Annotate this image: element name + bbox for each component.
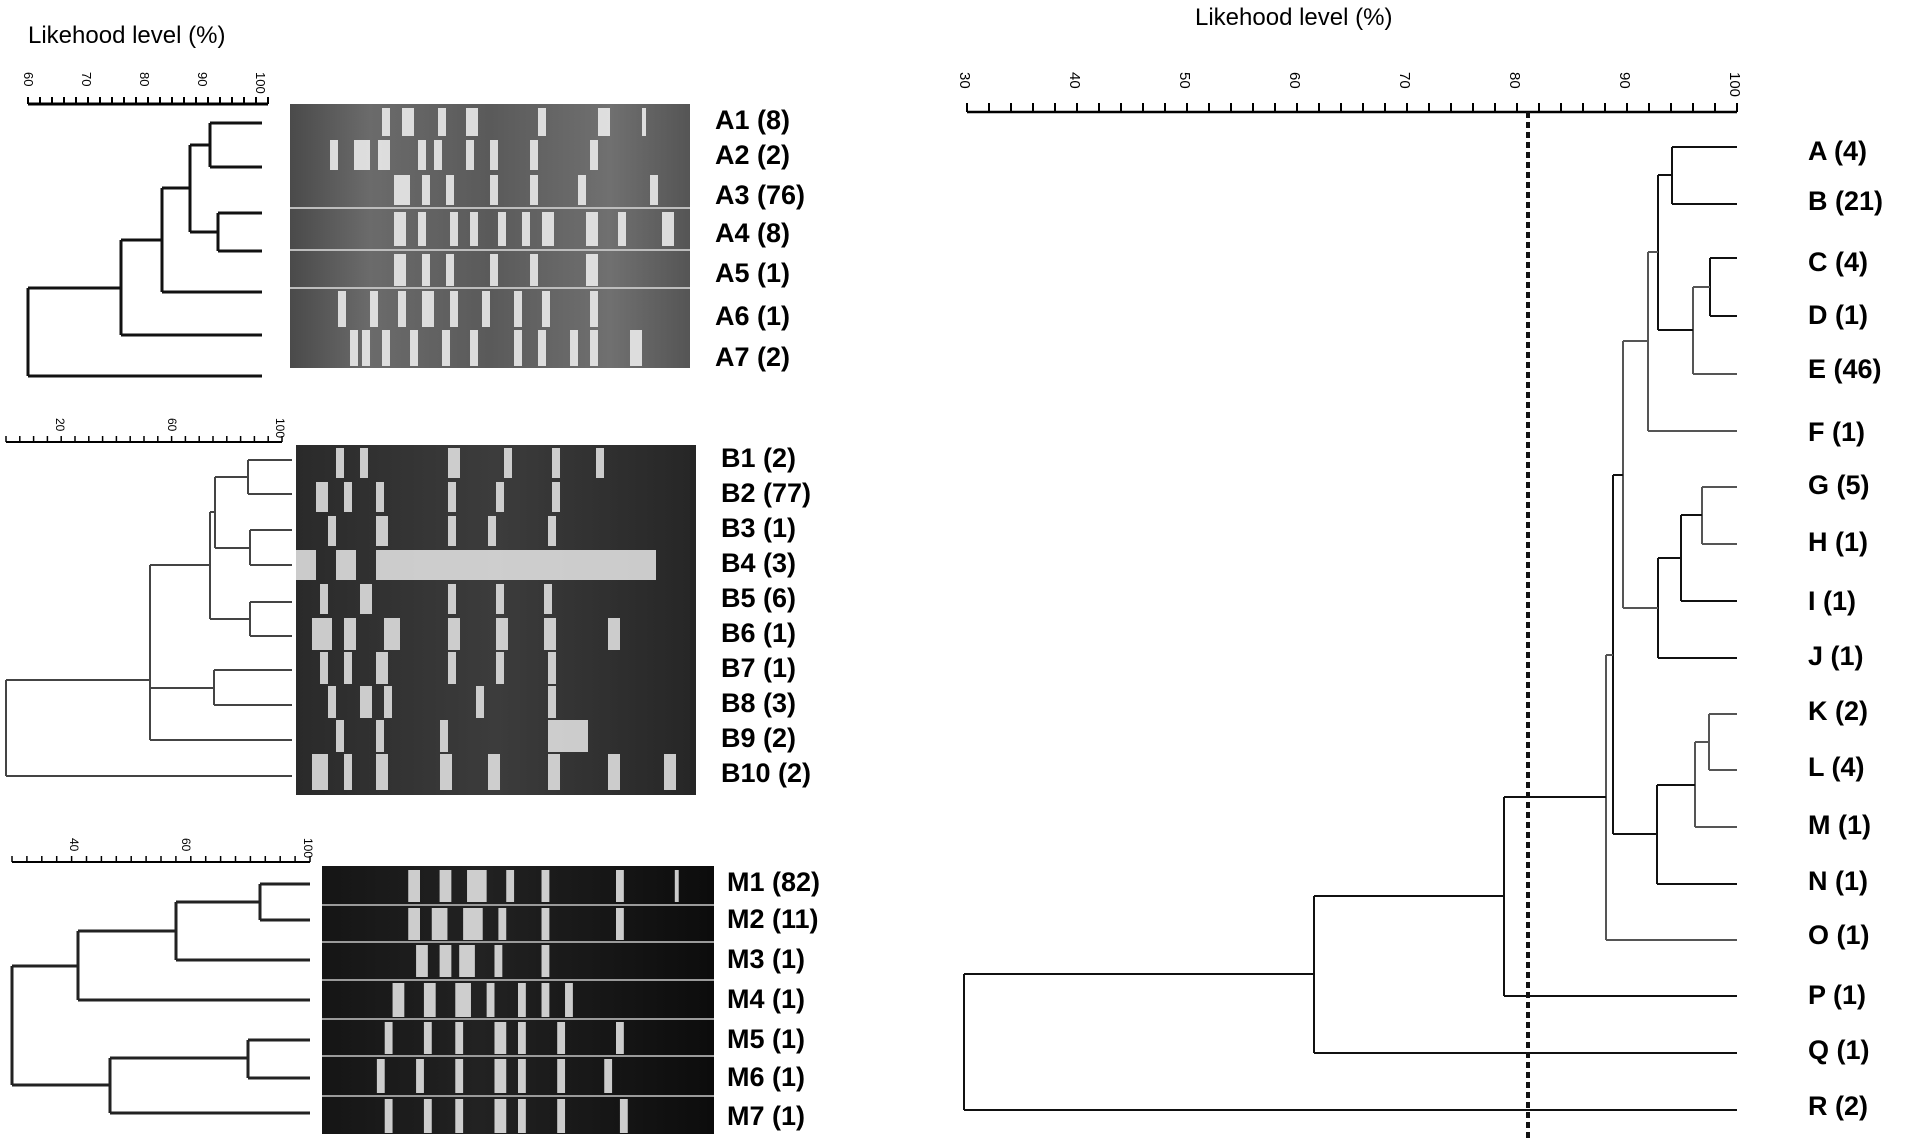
leaf-label: M7 (1) xyxy=(727,1101,806,1131)
leaf-label: P (1) xyxy=(1808,980,1867,1010)
panel-b-dendrogram xyxy=(5,459,292,777)
panel-b-scale: 20 60 100 xyxy=(5,418,287,443)
leaf-label: A4 (8) xyxy=(715,218,791,248)
tick-label: 90 xyxy=(195,72,210,86)
main-dendrogram-panel: 30 40 50 60 70 80 90 100 xyxy=(956,72,1740,1139)
leaf-label: M (1) xyxy=(1808,810,1871,840)
main-scale: 30 40 50 60 70 80 90 100 xyxy=(956,72,1740,114)
leaf-label: A1 (8) xyxy=(715,105,791,135)
panel-a-scale: 60 70 80 90 100 xyxy=(21,72,269,106)
leaf-label: J (1) xyxy=(1808,641,1864,671)
main-title: Likehood level (%) xyxy=(1195,4,1393,31)
leaf-label: B7 (1) xyxy=(721,653,797,683)
leaf-label: C (4) xyxy=(1808,247,1868,277)
tick-label: 60 xyxy=(165,418,179,432)
tick-label: 80 xyxy=(1506,72,1523,89)
leaf-label: G (5) xyxy=(1808,470,1870,500)
leaf-label: H (1) xyxy=(1808,527,1868,557)
panel-m-gel-image xyxy=(322,866,714,1134)
leaf-label: Q (1) xyxy=(1808,1035,1870,1065)
leaf-label: R (2) xyxy=(1808,1091,1868,1121)
leaf-label: M1 (82) xyxy=(727,867,821,897)
leaf-label: F (1) xyxy=(1808,417,1865,447)
tick-label: 70 xyxy=(1396,72,1413,89)
tick-label: 100 xyxy=(1726,72,1740,97)
leaf-label: B (21) xyxy=(1808,186,1884,216)
tick-label: 90 xyxy=(1616,72,1633,89)
leaf-label: B8 (3) xyxy=(721,688,797,718)
tick-label: 40 xyxy=(67,838,81,852)
tick-label: 70 xyxy=(79,72,94,86)
main-dendrogram-branches xyxy=(963,146,1737,1111)
leaf-label: B2 (77) xyxy=(721,478,812,508)
leaf-label: B5 (6) xyxy=(721,583,797,613)
leaf-label: M5 (1) xyxy=(727,1024,806,1054)
tick-label: 60 xyxy=(179,838,193,852)
leaf-label: B3 (1) xyxy=(721,513,797,543)
tick-label: 100 xyxy=(253,72,268,94)
leaf-label: B10 (2) xyxy=(721,758,812,788)
tick-label: 60 xyxy=(1286,72,1303,89)
leaf-label: M2 (11) xyxy=(727,904,819,934)
leaf-label: A3 (76) xyxy=(715,180,806,210)
tick-label: 20 xyxy=(53,418,67,432)
panel-b-gel-image xyxy=(296,445,696,795)
panel-a-title: Likehood level (%) xyxy=(28,22,226,49)
leaf-label: A7 (2) xyxy=(715,342,791,372)
leaf-label: B9 (2) xyxy=(721,723,797,753)
leaf-label: M3 (1) xyxy=(727,944,806,974)
leaf-label: K (2) xyxy=(1808,696,1868,726)
leaf-label: A (4) xyxy=(1808,136,1867,166)
leaf-label: B1 (2) xyxy=(721,443,797,473)
leaf-label: M4 (1) xyxy=(727,984,806,1014)
tick-label: 80 xyxy=(137,72,152,86)
leaf-label: B4 (3) xyxy=(721,548,797,578)
leaf-label: E (46) xyxy=(1808,354,1882,384)
tick-label: 100 xyxy=(273,418,287,438)
panel-a-dendrogram xyxy=(26,121,262,378)
tick-label: 100 xyxy=(301,838,315,858)
leaf-label: A5 (1) xyxy=(715,258,791,288)
leaf-label: M6 (1) xyxy=(727,1062,806,1092)
panel-m-dendrogram xyxy=(10,882,310,1115)
leaf-label: B6 (1) xyxy=(721,618,797,648)
leaf-label: D (1) xyxy=(1808,300,1868,330)
panel-m-scale: 40 60 100 xyxy=(11,838,315,863)
leaf-label: A6 (1) xyxy=(715,301,791,331)
leaf-label: I (1) xyxy=(1808,586,1857,616)
tick-label: 30 xyxy=(956,72,973,89)
tick-label: 40 xyxy=(1066,72,1083,89)
leaf-label: N (1) xyxy=(1808,866,1868,896)
leaf-label: O (1) xyxy=(1808,920,1870,950)
leaf-label: L (4) xyxy=(1808,752,1865,782)
left-dendrogram-panels: 60 70 80 90 100 20 60 100 xyxy=(5,72,714,1134)
panel-a-gel-image xyxy=(290,104,690,368)
tick-label: 60 xyxy=(21,72,36,86)
tick-label: 50 xyxy=(1176,72,1193,89)
leaf-label: A2 (2) xyxy=(715,140,791,170)
